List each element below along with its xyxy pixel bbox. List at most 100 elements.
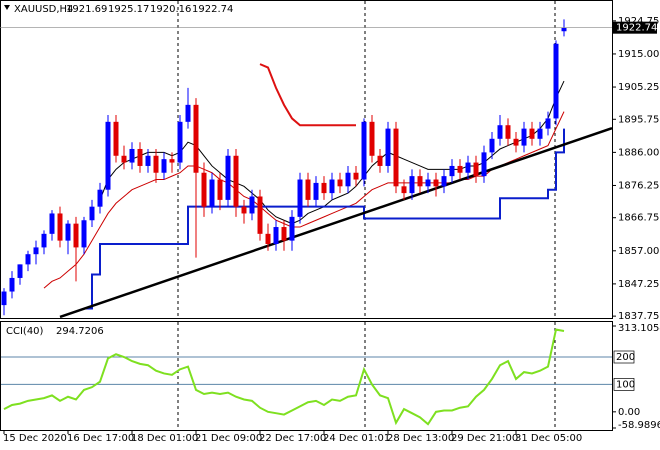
trend-line (59, 126, 613, 319)
candle-body (281, 227, 287, 241)
y-tick-label: 1857.00 (618, 246, 659, 257)
candle-body (57, 213, 63, 241)
candle-body (377, 155, 383, 166)
candle-body (257, 196, 263, 234)
candle-body (329, 179, 335, 194)
symbol: XAUUSD,H4 (14, 4, 73, 15)
level-box (613, 378, 635, 391)
x-tick-label: 29 Dec 21:00 (451, 433, 518, 444)
x-tick-label: 16 Dec 17:00 (67, 433, 134, 444)
candle-body (425, 179, 431, 187)
candle-body (129, 148, 135, 163)
candle-body (209, 179, 215, 207)
candle-body (537, 128, 543, 139)
x-tick-label: 24 Dec 01:01 (323, 433, 390, 444)
x-tick-label: 18 Dec 01:00 (131, 433, 198, 444)
cci-value: 294.7206 (56, 326, 104, 337)
menu-arrow[interactable] (4, 5, 10, 10)
candle-body (225, 155, 231, 200)
y-tick-label: 1915.00 (618, 49, 659, 60)
candle-body (169, 159, 175, 163)
overlay-line (84, 128, 565, 310)
candle-body (217, 179, 223, 200)
candle-body (409, 176, 415, 194)
candle-body (193, 104, 199, 173)
candle-body (313, 182, 319, 200)
candle-body (97, 189, 103, 207)
candle-body (361, 121, 367, 180)
candle-body (233, 155, 239, 207)
x-tick-label: 31 Dec 05:00 (515, 433, 582, 444)
price-box-label: 1922.74 (616, 23, 657, 34)
y-tick-label: 1886.00 (618, 147, 659, 158)
candle-body (33, 247, 39, 255)
overlay-line (43, 111, 565, 289)
candle-body (249, 196, 255, 214)
candle-body (65, 223, 71, 241)
candle-body (49, 213, 55, 234)
header: XAUUSD,H4 1921.69 1925.17 1920.16 1922.7… (14, 4, 233, 15)
candle-body (17, 264, 23, 278)
candle-body (81, 220, 87, 248)
x-tick-label: 22 Dec 17:00 (259, 433, 326, 444)
candle-body (89, 206, 95, 221)
candle-body (153, 155, 159, 173)
y-tick-label: 1895.75 (618, 114, 659, 125)
candle-body (145, 155, 151, 166)
x-tick-label: 15 Dec 2020 (3, 433, 67, 444)
level-label: 100 (616, 379, 635, 390)
candle-body (489, 138, 495, 153)
cci-name: CCI(40) (6, 326, 44, 337)
candle-body (553, 43, 559, 119)
candle-body (465, 162, 471, 173)
candle-body (305, 179, 311, 200)
candle-body (473, 162, 479, 177)
candle-body (441, 176, 447, 187)
candle-body (241, 206, 247, 214)
cci-tick-label: -58.9896 (618, 420, 660, 431)
main-panel (0, 0, 613, 319)
candle-body (273, 227, 279, 245)
candle-body (369, 121, 375, 156)
low: 1920.16 (150, 4, 191, 15)
candle-body (417, 176, 423, 187)
candle-body (161, 159, 167, 173)
candle-body (481, 152, 487, 177)
candle-body (137, 148, 143, 166)
candle-body (505, 125, 511, 139)
y-tick-label: 1924.75 (618, 16, 659, 27)
candle-body (385, 128, 391, 166)
candle-body (265, 233, 271, 245)
candle-body (497, 125, 503, 139)
y-tick-label: 1866.75 (618, 213, 659, 224)
candle-body (201, 172, 207, 207)
candle-body (353, 172, 359, 180)
candle-body (9, 277, 15, 292)
x-tick-label: 21 Dec 09:00 (195, 433, 262, 444)
candle-body (73, 223, 79, 248)
cci-tick-label: 0.00 (618, 407, 640, 418)
candle-body (393, 128, 399, 187)
candle-body (513, 138, 519, 146)
cci-line (3, 328, 565, 426)
candle-body (521, 128, 527, 146)
candle-body (113, 121, 119, 156)
candle-body (401, 186, 407, 194)
candle-body (289, 216, 295, 241)
overlay-line (99, 80, 565, 225)
candle-body (177, 121, 183, 163)
y-tick-label: 1876.25 (618, 180, 659, 191)
candle-body (545, 118, 551, 129)
y-tick-label: 1847.25 (618, 279, 659, 290)
level-label: 200 (616, 352, 635, 363)
candle-body (1, 291, 7, 306)
candle-body (185, 104, 191, 122)
overlay-line (259, 63, 356, 127)
candle-body (321, 182, 327, 194)
candle-body (345, 172, 351, 187)
candle-body (297, 179, 303, 217)
high: 1925.17 (108, 4, 149, 15)
candle-body (457, 165, 463, 173)
candle-body (105, 121, 111, 190)
